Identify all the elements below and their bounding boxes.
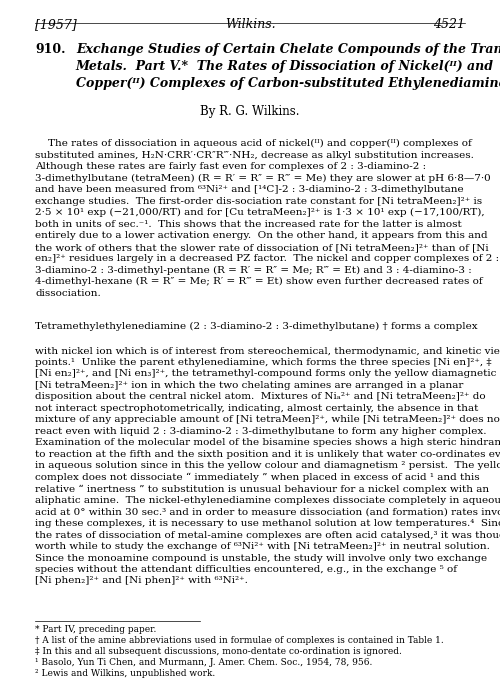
- Text: 4521: 4521: [433, 18, 465, 31]
- Text: 910.: 910.: [35, 43, 66, 56]
- Text: By R. G. Wilkins.: By R. G. Wilkins.: [200, 105, 300, 118]
- Text: [1957]: [1957]: [35, 18, 77, 31]
- Text: with nickel ion which is of interest from stereochemical, thermodynamic, and kin: with nickel ion which is of interest fro…: [35, 346, 500, 585]
- Text: * Part IV, preceding paper.
† A list of the amine abbreviations used in formulae: * Part IV, preceding paper. † A list of …: [35, 625, 469, 679]
- Text: Wilkins.: Wilkins.: [224, 18, 276, 31]
- Text: The rates of dissociation in aqueous acid of nickel(ᴵᴵ) and copper(ᴵᴵ) complexes: The rates of dissociation in aqueous aci…: [35, 139, 499, 298]
- Text: Exchange Studies of Certain Chelate Compounds of the Transitional
Metals.  Part : Exchange Studies of Certain Chelate Comp…: [76, 43, 500, 90]
- Text: Tetramethylethylenediamine (2 : 3-diamino-2 : 3-dimethylbutane) † forms a comple: Tetramethylethylenediamine (2 : 3-diamin…: [35, 322, 478, 331]
